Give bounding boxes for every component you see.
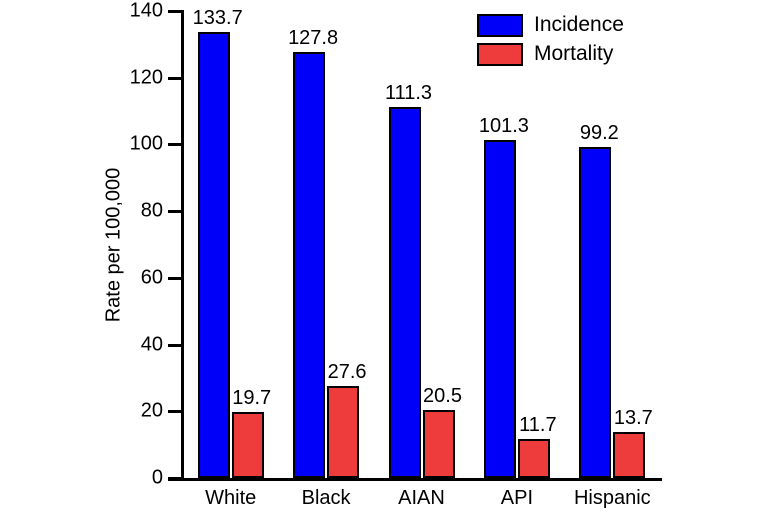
incidence-value-label: 111.3 <box>384 81 433 104</box>
incidence-value-label: 133.7 <box>192 7 243 29</box>
y-tick-label: 60 <box>140 266 163 289</box>
y-tick-label: 100 <box>129 132 163 155</box>
legend-swatch-incidence <box>477 13 523 37</box>
mortality-value-label: 27.6 <box>327 360 367 383</box>
y-tick-mark <box>168 143 181 147</box>
y-tick-mark <box>168 276 181 280</box>
legend-swatch-mortality <box>477 42 523 66</box>
incidence-value-label: 101.3 <box>478 115 529 138</box>
mortality-value-label: 11.7 <box>519 413 557 436</box>
legend-item-incidence: Incidence <box>477 13 624 37</box>
y-tick-mark <box>168 477 181 480</box>
y-tick-label: 20 <box>140 399 163 422</box>
incidence-bar-aian <box>388 106 421 478</box>
legend-label: Incidence <box>534 13 624 36</box>
incidence-bar-black <box>293 51 326 478</box>
x-axis-label-hispanic: Hispanic <box>573 487 651 509</box>
x-axis-label-aian: AIAN <box>398 487 445 509</box>
incidence-bar-api <box>483 140 516 478</box>
mortality-bar-api <box>517 438 550 478</box>
x-axis-label-white: White <box>205 487 257 509</box>
x-axis-label-black: Black <box>301 487 351 509</box>
mortality-value-label: 20.5 <box>423 384 462 407</box>
mortality-bar-aian <box>422 409 455 478</box>
y-axis-title: Rate per 100,000 <box>102 167 125 323</box>
y-tick-label: 40 <box>140 333 163 356</box>
mortality-value-label: 13.7 <box>613 407 653 430</box>
x-axis-label-api: API <box>500 487 534 509</box>
mortality-bar-black <box>327 385 360 478</box>
y-tick-mark <box>168 343 181 347</box>
y-axis-line <box>181 10 184 481</box>
mortality-value-label: 19.7 <box>232 387 272 410</box>
mortality-bar-hispanic <box>613 432 646 478</box>
y-tick-label: 80 <box>140 199 163 222</box>
y-tick-mark <box>168 76 181 80</box>
y-tick-label: 120 <box>129 66 163 89</box>
mortality-bar-white <box>231 412 264 478</box>
legend-label: Mortality <box>534 42 614 65</box>
legend-item-mortality: Mortality <box>477 42 624 66</box>
incidence-bar-hispanic <box>579 147 612 478</box>
y-tick-mark <box>168 410 181 414</box>
x-axis-line <box>168 478 662 481</box>
y-tick-mark <box>168 210 181 214</box>
y-tick-label: 140 <box>129 0 163 22</box>
incidence-value-label: 99.2 <box>579 122 619 145</box>
y-tick-label: 0 <box>151 466 163 489</box>
incidence-value-label: 127.8 <box>288 26 339 49</box>
y-tick-mark <box>168 10 181 13</box>
legend: Incidence Mortality <box>477 13 624 71</box>
incidence-bar-white <box>197 32 230 478</box>
